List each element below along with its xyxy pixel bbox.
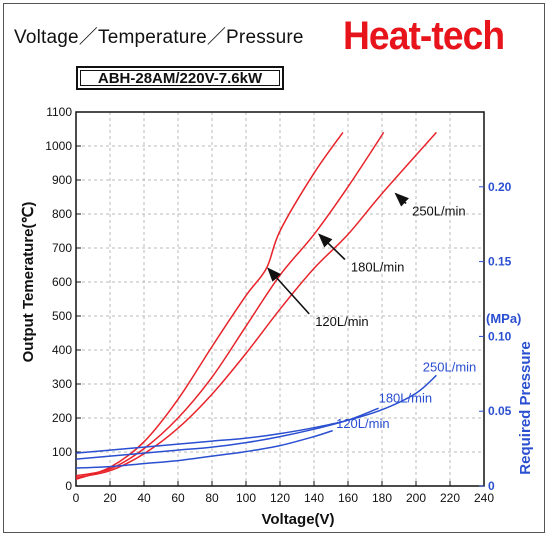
axes: 0 20 40 60 80 100 120 140 160 180 200 220 2400100200… — [45, 105, 511, 505]
temperature-line-180lmin — [75, 131, 385, 477]
y-tick-label: 500 — [52, 309, 72, 323]
brand-logo: Heat-tech — [343, 14, 505, 58]
y-tick-label: 700 — [52, 241, 72, 255]
y-tick-label: 600 — [52, 275, 72, 289]
x-tick-label: 120 — [270, 491, 290, 505]
y2-tick-label: 0.10 — [488, 329, 512, 343]
model-label-box: ABH-28AM/220V-7.6kW — [76, 66, 284, 90]
y-tick-label: 300 — [52, 377, 72, 391]
pressure-line-120lmin — [75, 429, 333, 469]
x-tick-label: 80 — [205, 491, 219, 505]
y-tick-label: 0 — [65, 479, 72, 493]
grid — [76, 112, 484, 486]
y-axis-label: Output Temerature(℃) — [20, 202, 37, 363]
model-label: ABH-28AM/220V-7.6kW — [97, 69, 263, 87]
y-tick-label: 800 — [52, 207, 72, 221]
y-tick-label: 1000 — [45, 139, 72, 153]
annotation-label: 250L/min — [423, 359, 476, 374]
y2-tick-label: 0 — [488, 479, 495, 493]
annotation-arrow — [267, 267, 310, 315]
x-tick-label: 0 — [73, 491, 80, 505]
x-tick-label: 40 — [137, 491, 151, 505]
y2-axis-unit: (MPa) — [486, 311, 521, 326]
annotation-arrow — [394, 192, 410, 207]
x-tick-label: 240 — [474, 491, 494, 505]
annotation-label: 250L/min — [412, 203, 465, 218]
y2-tick-label: 0.20 — [488, 180, 512, 194]
y-tick-label: 200 — [52, 411, 72, 425]
annotation-label: 180L/min — [379, 391, 432, 406]
y-tick-label: 1100 — [46, 105, 72, 119]
x-tick-label: 140 — [304, 491, 324, 505]
y-tick-label: 100 — [52, 445, 72, 459]
pressure-line-180lmin — [75, 407, 379, 460]
y-tick-label: 400 — [52, 343, 72, 357]
series-layer — [75, 131, 437, 480]
x-tick-label: 60 — [171, 491, 185, 505]
x-tick-label: 180 — [372, 491, 392, 505]
figure-frame — [3, 3, 545, 533]
annotation-label: 120L/min — [315, 314, 368, 329]
annotation-label: 120L/min — [336, 416, 389, 431]
temperature-line-250lmin — [75, 131, 437, 479]
temperature-line-120lmin — [75, 131, 344, 480]
annotation-arrow — [318, 233, 346, 261]
x-tick-label: 160 — [338, 491, 358, 505]
model-label-inner-border — [80, 70, 280, 86]
pressure-line-250lmin — [75, 374, 437, 454]
y2-tick-label: 0.15 — [488, 255, 512, 269]
x-tick-label: 220 — [440, 491, 460, 505]
y2-tick-label: 0.05 — [488, 404, 512, 418]
x-tick-label: 100 — [236, 491, 256, 505]
y-tick-label: 900 — [52, 173, 72, 187]
annotation-label: 180L/min — [351, 260, 404, 275]
x-tick-label: 20 — [103, 491, 117, 505]
chart-title: Voltage／Temperature／Pressure — [14, 27, 304, 48]
annotations-layer: 250L/min 180L/min 120L/min 250L/min 180L/min… — [267, 192, 476, 431]
y2-axis-label: Required Pressure — [517, 341, 534, 474]
x-tick-label: 200 — [406, 491, 426, 505]
x-axis-label: Voltage(V) — [261, 511, 334, 528]
